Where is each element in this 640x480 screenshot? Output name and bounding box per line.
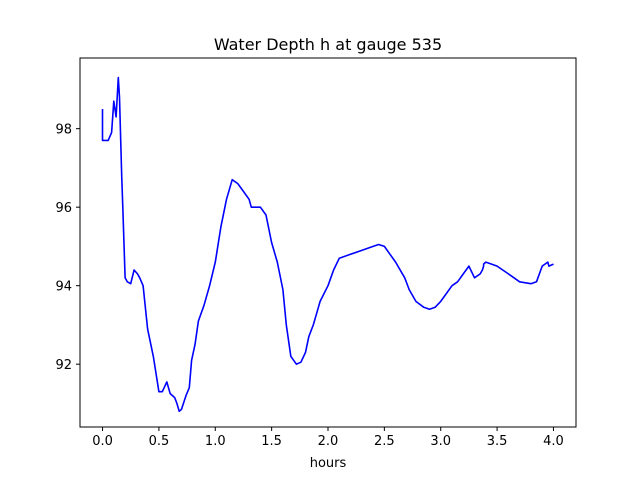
x-tick-label: 0.5 xyxy=(149,434,170,449)
x-axis-label: hours xyxy=(310,456,347,471)
x-tick-label: 1.5 xyxy=(261,434,282,449)
y-tick-label: 98 xyxy=(55,123,72,138)
series-layer xyxy=(101,76,554,413)
x-axis-ticks: 0.0 0.5 1.0 1.5 2.0 2.5 3.0 3.5 4.0 xyxy=(92,427,564,449)
x-tick-label: 3.0 xyxy=(430,434,451,449)
x-tick-label: 1.0 xyxy=(205,434,226,449)
series-line xyxy=(101,76,554,413)
y-tick-label: 96 xyxy=(55,201,72,216)
y-tick-label: 92 xyxy=(55,358,72,373)
y-axis-ticks: 92 94 96 98 xyxy=(55,123,80,373)
y-tick-label: 94 xyxy=(55,280,72,295)
x-tick-label: 0.0 xyxy=(92,434,113,449)
chart-title: Water Depth h at gauge 535 xyxy=(214,35,442,54)
x-tick-label: 2.5 xyxy=(374,434,395,449)
x-tick-label: 4.0 xyxy=(543,434,564,449)
x-tick-label: 3.5 xyxy=(487,434,508,449)
x-tick-label: 2.0 xyxy=(318,434,339,449)
